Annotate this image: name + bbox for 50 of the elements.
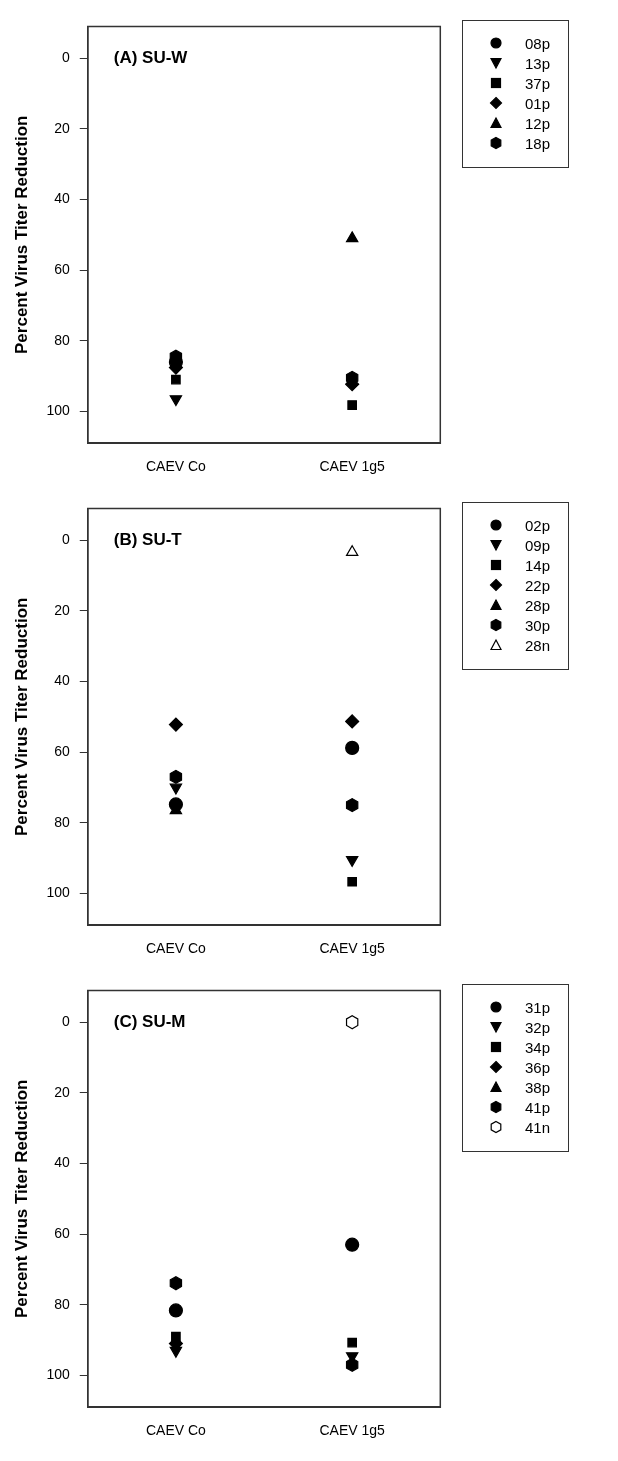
x-tick-label: CAEV 1g5 xyxy=(319,458,386,475)
y-tick-label: 80 xyxy=(54,331,70,348)
legend-label: 38p xyxy=(525,1078,551,1096)
legend-label: 32p xyxy=(525,1018,551,1036)
legend-label: 30p xyxy=(525,616,551,634)
y-tick-label: 40 xyxy=(54,1154,70,1171)
y-axis-title: Percent Virus Titer Reduction xyxy=(11,115,31,354)
legend-label: 37p xyxy=(525,74,551,92)
legend-label: 14p xyxy=(525,556,551,574)
y-tick-label: 0 xyxy=(61,1013,70,1030)
y-tick-label: 60 xyxy=(54,742,70,759)
y-tick-label: 80 xyxy=(54,1295,70,1312)
text: (C) SU-M xyxy=(113,1011,186,1031)
legend-label: 08p xyxy=(525,34,551,52)
y-tick-label: 0 xyxy=(61,49,70,66)
y-tick-label: 60 xyxy=(54,260,70,277)
legend-label: 28p xyxy=(525,596,551,614)
y-tick-label: 40 xyxy=(54,190,70,207)
x-tick-label: CAEV Co xyxy=(145,458,207,475)
x-tick-label: CAEV Co xyxy=(145,940,207,957)
legend-label: 18p xyxy=(525,134,551,152)
legend-label: 01p xyxy=(525,94,551,112)
y-tick-label: 100 xyxy=(46,884,70,901)
y-axis-title: Percent Virus Titer Reduction xyxy=(11,597,31,836)
text: (B) SU-T xyxy=(113,529,183,549)
legend-label: 34p xyxy=(525,1038,551,1056)
x-tick-label: CAEV 1g5 xyxy=(319,1422,386,1439)
y-tick-label: 20 xyxy=(54,1083,70,1100)
y-tick-label: 0 xyxy=(61,531,70,548)
y-tick-label: 80 xyxy=(54,813,70,830)
legend-label: 02p xyxy=(525,516,551,534)
legend-label: 28n xyxy=(525,636,551,654)
y-tick-label: 40 xyxy=(54,672,70,689)
y-tick-label: 20 xyxy=(54,601,70,618)
y-tick-label: 20 xyxy=(54,119,70,136)
y-tick-label: 60 xyxy=(54,1224,70,1241)
y-tick-label: 100 xyxy=(46,1366,70,1383)
legend-label: 22p xyxy=(525,576,551,594)
legend-label: 31p xyxy=(525,998,551,1016)
x-tick-label: CAEV 1g5 xyxy=(319,940,386,957)
y-axis-title: Percent Virus Titer Reduction xyxy=(11,1079,31,1318)
legend-label: 36p xyxy=(525,1058,551,1076)
legend-label: 12p xyxy=(525,114,551,132)
legend-label: 09p xyxy=(525,536,551,554)
text: (A) SU-W xyxy=(113,47,189,67)
y-tick-label: 100 xyxy=(46,402,70,419)
legend-label: 13p xyxy=(525,54,551,72)
x-tick-label: CAEV Co xyxy=(145,1422,207,1439)
legend-label: 41p xyxy=(525,1098,551,1116)
legend-label: 41n xyxy=(525,1118,551,1136)
